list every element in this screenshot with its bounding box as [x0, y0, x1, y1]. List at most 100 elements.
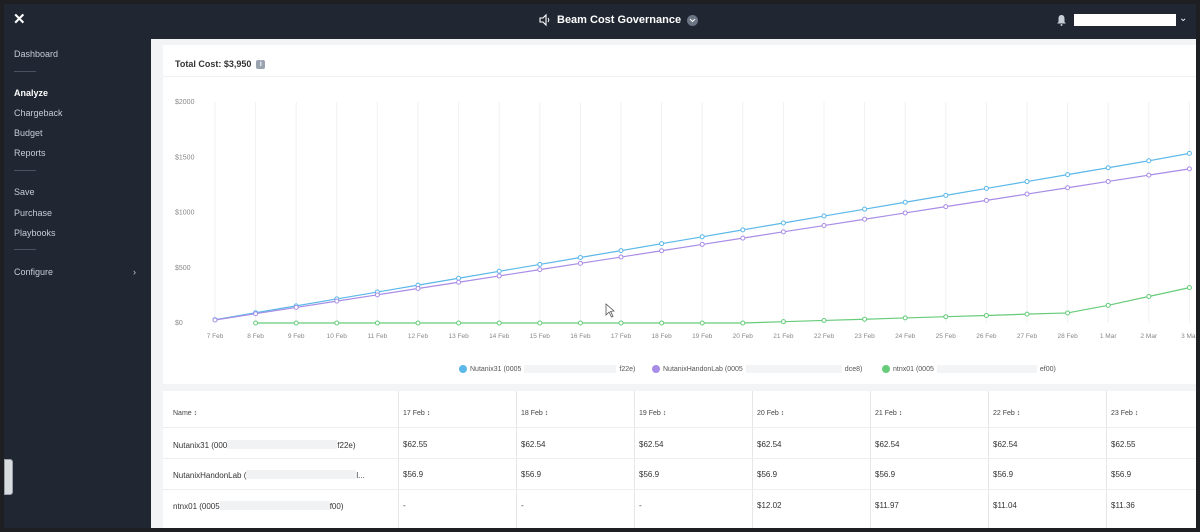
- close-icon[interactable]: ✕: [13, 11, 26, 28]
- sidebar-item-reports[interactable]: Reports: [14, 148, 46, 158]
- top-bar: ✕ Beam Cost Governance ⌄: [4, 4, 1196, 39]
- x-tick-label: 15 Feb: [530, 333, 551, 340]
- data-point: [415, 286, 421, 292]
- data-point: [577, 260, 583, 266]
- data-point: [943, 204, 949, 210]
- mouse-cursor-icon: [605, 303, 615, 318]
- cost-cell: $11.97: [875, 501, 899, 510]
- data-point: [943, 314, 949, 320]
- data-point: [1186, 150, 1192, 156]
- data-point: [293, 320, 299, 326]
- column-header-19-feb[interactable]: 19 Feb ↕: [639, 410, 667, 417]
- x-tick-label: 10 Feb: [327, 333, 348, 340]
- user-account-field[interactable]: [1074, 14, 1176, 26]
- data-point: [334, 298, 340, 304]
- main-content: Total Cost: $3,950 i $2000 $1500 $1000 $500 $…: [151, 39, 1196, 528]
- data-point: [862, 206, 868, 212]
- data-point: [1146, 293, 1152, 299]
- column-header-22-feb[interactable]: 22 Feb ↕: [993, 410, 1021, 417]
- column-header-20-feb[interactable]: 20 Feb ↕: [757, 410, 785, 417]
- sidebar-item-configure[interactable]: Configure: [14, 267, 54, 277]
- legend-item[interactable]: NutanixHandonLab (0005 dce8): [652, 365, 862, 373]
- column-header-23-feb[interactable]: 23 Feb ↕: [1111, 410, 1139, 417]
- x-tick-label: 17 Feb: [611, 333, 632, 340]
- cost-cell: $11.36: [1111, 501, 1135, 510]
- data-point: [659, 320, 665, 326]
- chevron-down-icon[interactable]: ⌄: [1179, 13, 1188, 24]
- chart-legend: Nutanix31 (0005 f22e) NutanixHandonLab (00…: [163, 365, 1196, 379]
- data-point: [862, 216, 868, 222]
- legend-label-suffix: f22e): [619, 365, 636, 373]
- x-tick-label: 2 Mar: [1140, 333, 1157, 340]
- panel-resize-handle[interactable]: [4, 459, 13, 495]
- data-point: [374, 320, 380, 326]
- data-point: [1146, 158, 1152, 164]
- data-point: [699, 234, 705, 240]
- column-header-21-feb[interactable]: 21 Feb ↕: [875, 410, 903, 417]
- sidebar-item-chargeback[interactable]: Chargeback: [14, 108, 63, 118]
- x-tick-label: 18 Feb: [651, 333, 672, 340]
- column-header-name[interactable]: Name ↕: [173, 410, 198, 417]
- redacted-text: [936, 365, 1037, 373]
- x-tick-label: 28 Feb: [1057, 333, 1078, 340]
- sidebar-divider: [14, 249, 36, 250]
- chevron-down-icon[interactable]: [687, 14, 699, 26]
- data-point: [821, 317, 827, 323]
- data-point: [740, 235, 746, 241]
- column-divider: [516, 391, 517, 528]
- sidebar-item-save[interactable]: Save: [14, 187, 35, 197]
- data-point: [577, 254, 583, 260]
- cost-cell: $56.9: [521, 470, 542, 479]
- cost-cell: $12.02: [757, 501, 782, 510]
- data-point: [212, 317, 218, 323]
- legend-check-icon: [882, 365, 890, 373]
- app-switcher[interactable]: Beam Cost Governance: [537, 13, 699, 27]
- row-name-cell: ntnx01 (0005 f00): [173, 501, 344, 511]
- info-icon[interactable]: i: [256, 60, 266, 69]
- data-point: [1186, 285, 1192, 291]
- chevron-right-icon[interactable]: ›: [133, 267, 136, 277]
- column-header-17-feb[interactable]: 17 Feb ↕: [403, 410, 431, 417]
- legend-item[interactable]: Nutanix31 (0005 f22e): [459, 365, 635, 373]
- data-point: [456, 320, 462, 326]
- data-point: [456, 279, 462, 285]
- y-tick-label: $1500: [175, 154, 195, 161]
- bell-icon[interactable]: [1056, 14, 1067, 26]
- cost-cell: $62.54: [639, 440, 664, 449]
- data-point: [537, 261, 543, 267]
- sidebar-item-budget[interactable]: Budget: [14, 128, 43, 138]
- column-divider: [1106, 391, 1107, 528]
- series-line: [255, 287, 1190, 324]
- cost-cell: $62.55: [403, 440, 428, 449]
- x-tick-label: 1 Mar: [1100, 333, 1117, 340]
- data-point: [659, 241, 665, 247]
- data-point: [415, 320, 421, 326]
- data-point: [618, 248, 624, 254]
- sidebar-item-playbooks[interactable]: Playbooks: [14, 228, 56, 238]
- legend-item[interactable]: ntnx01 (0005 ef00): [882, 365, 1056, 373]
- data-point: [253, 311, 259, 317]
- x-tick-label: 11 Feb: [368, 333, 388, 340]
- cost-cell: $62.54: [993, 440, 1018, 449]
- sidebar-item-purchase[interactable]: Purchase: [14, 208, 53, 218]
- data-point: [537, 267, 543, 273]
- column-header-18-feb[interactable]: 18 Feb ↕: [521, 410, 549, 417]
- data-point: [496, 273, 502, 279]
- x-tick-label: 14 Feb: [489, 333, 510, 340]
- data-point: [1065, 185, 1071, 191]
- data-point: [618, 320, 624, 326]
- y-tick-label: $2000: [175, 99, 195, 106]
- x-tick-label: 21 Feb: [773, 333, 794, 340]
- sidebar-item-analyze[interactable]: Analyze: [14, 88, 49, 98]
- redacted-text: [246, 470, 357, 479]
- data-point: [902, 315, 908, 321]
- data-point: [780, 229, 786, 235]
- sidebar-item-dashboard[interactable]: Dashboard: [14, 49, 59, 59]
- column-divider: [988, 391, 989, 528]
- speaker-icon: [539, 13, 550, 27]
- legend-label-suffix: dce8): [844, 365, 863, 373]
- data-point: [740, 227, 746, 233]
- x-tick-label: 26 Feb: [976, 333, 997, 340]
- chart-card: Total Cost: $3,950 i $2000 $1500 $1000 $500 $…: [163, 45, 1196, 384]
- data-point: [699, 241, 705, 247]
